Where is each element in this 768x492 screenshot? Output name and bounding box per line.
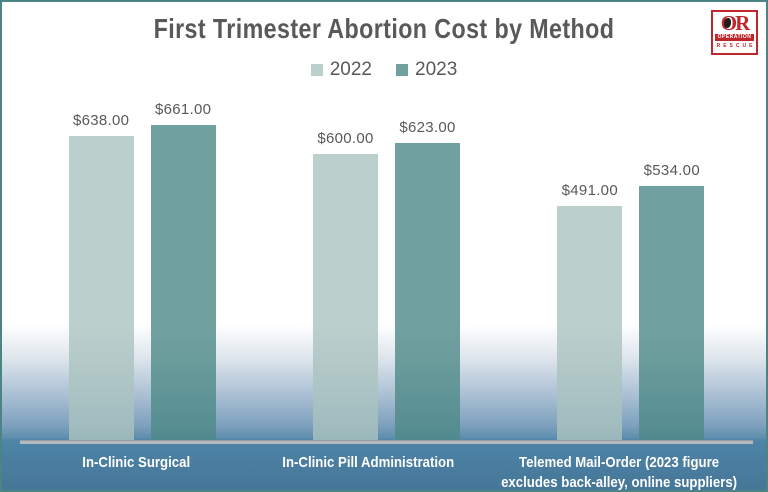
category-label-line: Telemed Mail-Order (2023 figure	[518, 454, 719, 471]
logo-rescue-text: RESCUE	[716, 43, 756, 49]
category-label-line: In-Clinic Pill Administration	[282, 454, 455, 471]
category-label: Telemed Mail-Order (2023 figure excludes …	[500, 453, 737, 492]
bar-2022	[312, 154, 378, 440]
bar-wrap-2022: $600.00	[312, 130, 378, 440]
bar-group: $638.00 $661.00	[20, 2, 264, 440]
value-label: $623.00	[399, 119, 456, 136]
bar-wrap-2022: $491.00	[557, 182, 623, 440]
logo-monogram: OR	[720, 11, 750, 35]
legend-label-2022: 2022	[329, 59, 372, 80]
x-axis-line	[20, 440, 753, 444]
category-label: In-Clinic Pill Administration	[266, 453, 471, 490]
category-labels: In-Clinic Surgical In-Clinic Pill Adminis…	[20, 453, 753, 492]
value-label: $491.00	[561, 182, 618, 199]
bar-2022	[68, 136, 134, 440]
chart-title: First Trimester Abortion Cost by Method	[153, 13, 615, 44]
category-label: In-Clinic Surgical	[34, 453, 239, 490]
value-label: $638.00	[72, 112, 130, 129]
category-label-line: excludes back-alley, online suppliers)	[500, 474, 737, 492]
plot-area: $638.00 $661.00 $600.00 $623.00 $491.00 $534.…	[20, 2, 753, 440]
bar-wrap-2023: $623.00	[394, 119, 460, 440]
bar-2023	[150, 125, 216, 440]
legend-label-2023: 2023	[415, 59, 458, 80]
legend: 2022 2023	[2, 59, 766, 81]
category-label-line: In-Clinic Surgical	[82, 454, 191, 471]
bar-wrap-2023: $661.00	[150, 101, 216, 440]
bar-2023	[639, 186, 705, 440]
legend-item-2022: 2022	[310, 59, 372, 81]
bar-group: $600.00 $623.00	[264, 2, 508, 440]
legend-swatch-2023	[396, 64, 408, 76]
bar-2022	[557, 206, 623, 440]
value-label: $600.00	[317, 130, 374, 147]
bar-group: $491.00 $534.00	[509, 2, 753, 440]
operation-rescue-logo: OR OPERATION RESCUE	[711, 10, 758, 55]
value-label: $661.00	[154, 101, 212, 118]
legend-item-2023: 2023	[396, 59, 457, 81]
bar-wrap-2023: $534.00	[639, 162, 705, 440]
logo-operation-text: OPERATION	[714, 34, 755, 41]
bar-2023	[394, 143, 460, 440]
bar-wrap-2022: $638.00	[68, 112, 134, 440]
legend-swatch-2022	[310, 64, 323, 76]
value-label: $534.00	[643, 162, 700, 179]
